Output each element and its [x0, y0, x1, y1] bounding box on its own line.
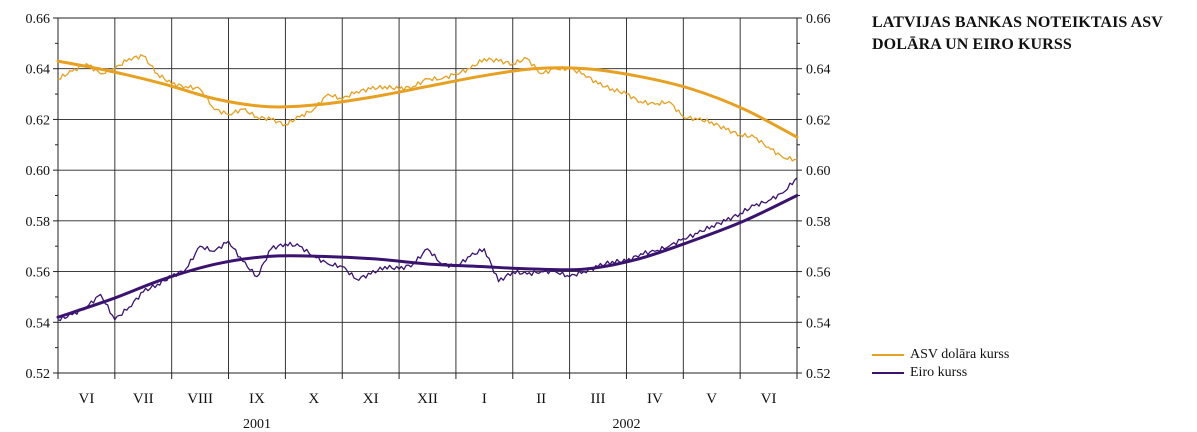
x-year-label-1: 2002: [612, 417, 640, 432]
y-tick-label-right-5: 0.62: [806, 113, 831, 128]
y-tick-label-left-7: 0.66: [26, 12, 51, 27]
x-tick-label-12: VI: [761, 391, 777, 407]
x-year-label-0: 2001: [243, 417, 271, 432]
x-tick-label-9: III: [591, 391, 606, 407]
series-usd-trend-line: [56, 59, 799, 139]
legend-label-eur: Eiro kurss: [910, 365, 968, 380]
y-tick-label-left-6: 0.64: [26, 63, 51, 78]
grid: [58, 17, 797, 374]
y-tick-label-left-2: 0.56: [26, 266, 51, 281]
x-tick-label-3: IX: [249, 391, 265, 407]
y-tick-label-right-1: 0.54: [806, 316, 831, 331]
y-ticks-right: 0.52 0.54 0.56 0.58 0.60 0.62 0.64 0.66: [797, 12, 831, 382]
series-eur-trend-line: [56, 194, 799, 319]
legend-swatch-usd: [872, 354, 904, 356]
chart-title: LATVIJAS BANKAS NOTEIKTAIS ASV DOLĀRA UN…: [872, 14, 1163, 53]
y-tick-label-left-0: 0.52: [26, 367, 51, 382]
y-tick-label-right-2: 0.56: [806, 266, 831, 281]
legend-label-usd: ASV dolāra kurss: [910, 347, 1010, 362]
y-tick-label-left-3: 0.58: [26, 215, 51, 230]
y-tick-label-left-4: 0.60: [26, 164, 51, 179]
y-tick-label-right-6: 0.64: [806, 63, 831, 78]
x-tick-label-1: VII: [133, 391, 154, 407]
y-tick-label-left-5: 0.62: [26, 113, 51, 128]
y-tick-label-right-4: 0.60: [806, 164, 831, 179]
series-usd-daily-line: [57, 54, 798, 162]
legend-item-eur: Eiro kurss: [872, 364, 1009, 382]
y-tick-label-left-1: 0.54: [26, 316, 51, 331]
x-tick-label-8: II: [536, 391, 546, 407]
legend-item-usd: ASV dolāra kurss: [872, 346, 1009, 364]
x-tick-label-6: XII: [417, 391, 438, 407]
legend-swatch-eur: [872, 372, 904, 374]
x-tick-label-11: V: [706, 391, 717, 407]
x-tick-label-2: VIII: [187, 391, 213, 407]
series-eur-daily-line: [57, 177, 798, 322]
x-tick-label-5: XI: [363, 391, 379, 407]
y-tick-label-right-3: 0.58: [806, 215, 831, 230]
chart-svg: 0.520.540.560.580.600.620.640.66 0.520.5…: [26, 12, 831, 432]
x-tick-label-7: I: [482, 391, 487, 407]
y-ticks-left: 0.52 0.54 0.56 0.58 0.60 0.62 0.64 0.66: [26, 12, 58, 382]
x-tick-label-4: X: [308, 391, 319, 407]
plot-frame: [57, 17, 798, 374]
series-lines: [56, 54, 799, 322]
axes: [57, 17, 798, 379]
y-tick-label-right-0: 0.52: [806, 367, 831, 382]
x-tick-label-0: VI: [79, 391, 95, 407]
y-tick-label-right-7: 0.66: [806, 12, 831, 27]
x-tick-label-10: IV: [647, 391, 663, 407]
legend: ASV dolāra kurss Eiro kurss: [872, 346, 1009, 382]
